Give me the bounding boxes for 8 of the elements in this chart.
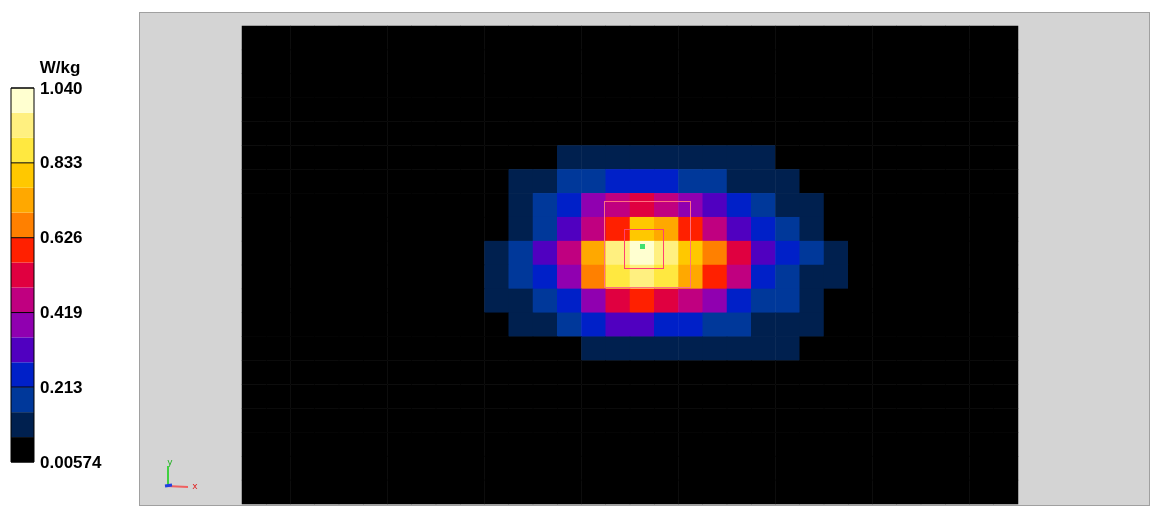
color-bar-label: 0.833 bbox=[40, 153, 83, 173]
color-bar-label: 1.040 bbox=[40, 78, 83, 98]
color-bar-label: 0.626 bbox=[40, 228, 83, 248]
color-bar-title: W/kg bbox=[39, 57, 81, 77]
color-bar-label: 0.213 bbox=[40, 377, 83, 397]
text: x bbox=[192, 481, 199, 491]
color-bar-label: 0.419 bbox=[40, 303, 83, 323]
color-bar-label: 0.00574 bbox=[40, 452, 102, 472]
